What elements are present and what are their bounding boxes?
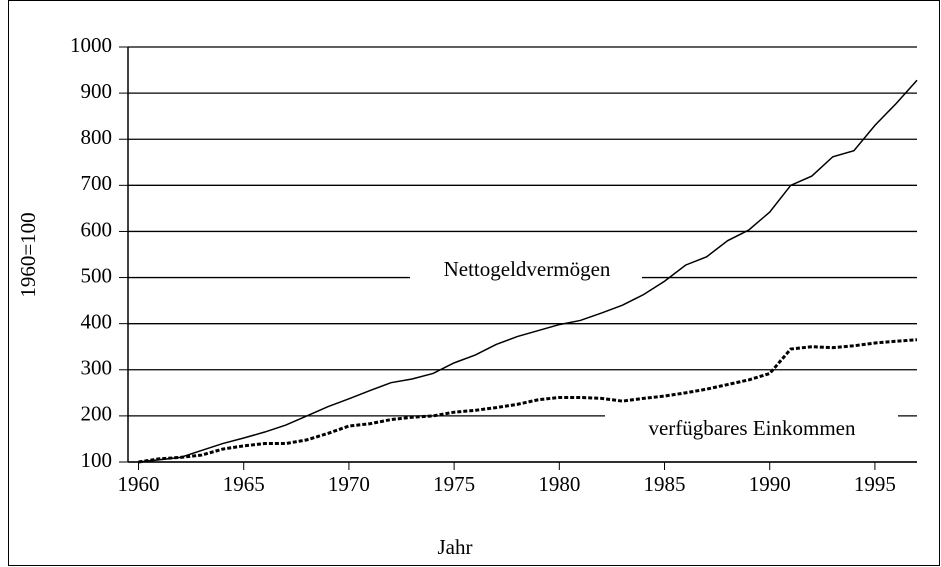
label-bg xyxy=(605,408,898,448)
series-line xyxy=(138,338,918,464)
y-axis-label: 1960=100 xyxy=(16,212,40,297)
x-tick-label: 1985 xyxy=(644,472,686,496)
y-tick-label: 900 xyxy=(81,79,113,103)
y-tick-label: 500 xyxy=(81,263,113,287)
y-tick-label: 200 xyxy=(81,402,113,426)
x-tick-label: 1965 xyxy=(223,472,265,496)
y-tick-label: 1000 xyxy=(70,33,112,57)
x-tick-label: 1995 xyxy=(854,472,896,496)
y-tick-label: 600 xyxy=(81,217,113,241)
series-label: verfügbares Einkommen xyxy=(648,416,856,440)
y-tick-label: 400 xyxy=(81,309,113,333)
x-tick-label: 1970 xyxy=(328,472,370,496)
x-tick-label: 1960 xyxy=(118,472,160,496)
x-tick-label: 1990 xyxy=(749,472,791,496)
y-tick-label: 300 xyxy=(81,356,113,380)
label-bg xyxy=(410,258,642,288)
y-tick-label: 800 xyxy=(81,125,113,149)
y-tick-label: 100 xyxy=(81,448,113,472)
y-tick-label: 700 xyxy=(81,171,113,195)
x-tick-label: 1975 xyxy=(433,472,475,496)
x-axis-label: Jahr xyxy=(438,535,473,559)
series-label: Nettogeldvermögen xyxy=(444,257,611,281)
x-tick-label: 1980 xyxy=(538,472,580,496)
series-line xyxy=(138,79,918,463)
